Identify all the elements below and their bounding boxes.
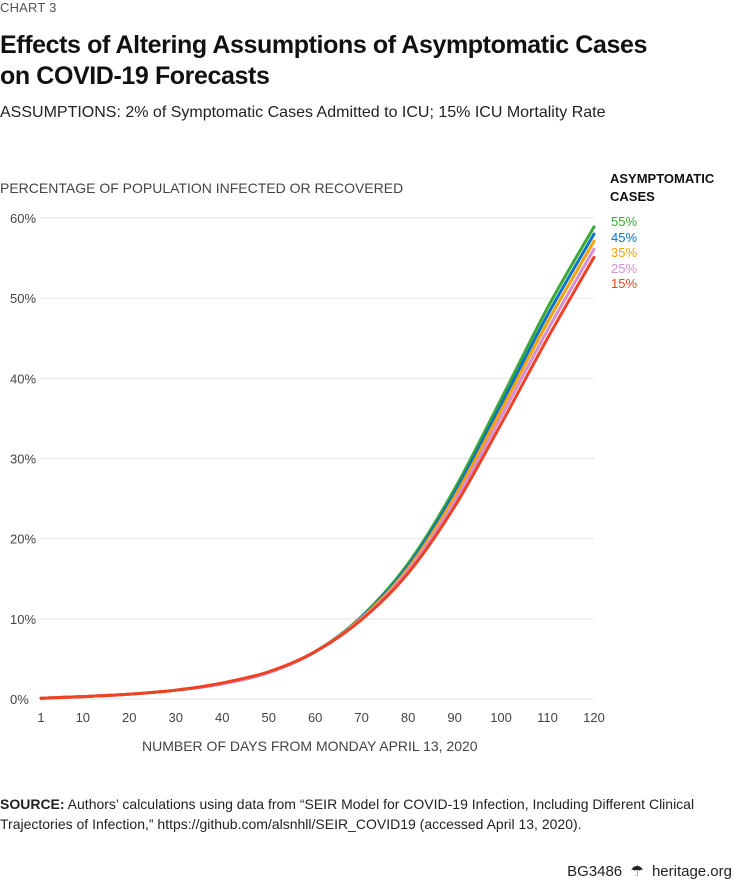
chart-title-line-1: Effects of Altering Assumptions of Asymp… bbox=[0, 31, 647, 59]
y-tick-label: 60% bbox=[10, 211, 36, 226]
y-tick-label: 0% bbox=[10, 692, 29, 707]
chart-subtitle: ASSUMPTIONS: 2% of Symptomatic Cases Adm… bbox=[0, 104, 606, 121]
y-axis-label: PERCENTAGE OF POPULATION INFECTED OR REC… bbox=[0, 180, 404, 196]
series-line-15pct bbox=[39, 255, 596, 700]
legend-title: ASYMPTOMATIC CASES bbox=[610, 171, 715, 204]
legend-item: 45% bbox=[611, 229, 638, 245]
report-code: BG3486 bbox=[567, 863, 623, 880]
series-line-35pct bbox=[39, 239, 596, 700]
chart-number-label: CHART 3 bbox=[0, 0, 57, 15]
chart-title: Effects of Altering Assumptions of Asymp… bbox=[0, 30, 647, 92]
x-tick-label: 20 bbox=[122, 710, 136, 725]
x-tick-label: 40 bbox=[215, 710, 229, 725]
series-line-45pct bbox=[39, 232, 596, 700]
source-label: SOURCE: bbox=[0, 796, 65, 812]
series-line-55pct bbox=[39, 225, 596, 700]
x-tick-label: 90 bbox=[447, 710, 461, 725]
gridlines bbox=[40, 217, 594, 700]
x-tick-label: 80 bbox=[401, 710, 415, 725]
chart-title-line-2: on COVID-19 Forecasts bbox=[0, 62, 270, 90]
site-link[interactable]: heritage.org bbox=[651, 863, 732, 880]
x-tick-label: 60 bbox=[308, 710, 322, 725]
x-tick-label: 1 bbox=[37, 710, 44, 725]
y-tick-label: 30% bbox=[10, 452, 36, 467]
y-tick-label: 10% bbox=[10, 612, 36, 627]
x-tick-label: 100 bbox=[490, 710, 512, 725]
series-lines bbox=[39, 225, 596, 700]
y-tick-label: 20% bbox=[10, 532, 36, 547]
source-note: SOURCE: Authors’ calculations using data… bbox=[0, 794, 720, 834]
x-axis-ticks: 1 10 20 30 40 50 60 70 80 90 100 110 120 bbox=[37, 710, 604, 725]
x-tick-label: 120 bbox=[583, 710, 605, 725]
legend-item: 15% bbox=[611, 276, 638, 291]
y-axis-ticks: 0% 10% 20% 30% 40% 50% 60% bbox=[10, 211, 36, 707]
x-tick-label: 10 bbox=[76, 710, 90, 725]
y-tick-label: 50% bbox=[10, 291, 36, 306]
x-tick-label: 30 bbox=[169, 710, 183, 725]
x-tick-label: 110 bbox=[537, 710, 558, 725]
source-text: Authors’ calculations using data from “S… bbox=[0, 796, 695, 832]
legend-item: 25% bbox=[611, 260, 638, 276]
liberty-bell-icon: ☂ bbox=[630, 863, 644, 880]
x-axis-label: NUMBER OF DAYS FROM MONDAY APRIL 13, 202… bbox=[142, 738, 478, 754]
legend-item: 35% bbox=[611, 245, 638, 260]
x-tick-label: 70 bbox=[354, 710, 368, 725]
y-tick-label: 40% bbox=[10, 371, 36, 386]
series-line-25pct bbox=[39, 247, 596, 700]
legend-item: 55% bbox=[611, 214, 638, 229]
footer-branding: BG3486 ☂ heritage.org bbox=[567, 862, 732, 880]
x-tick-label: 50 bbox=[261, 710, 275, 725]
